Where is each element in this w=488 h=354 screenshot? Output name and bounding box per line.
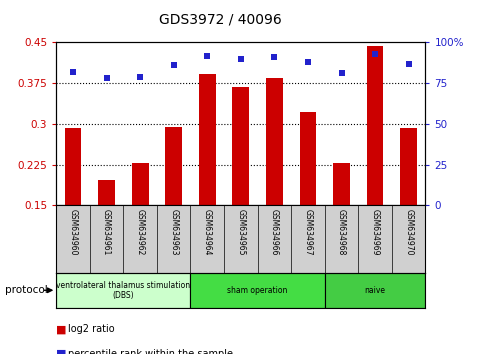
Bar bbox=[265, 78, 282, 205]
Text: GSM634968: GSM634968 bbox=[336, 209, 346, 255]
Bar bbox=[165, 127, 182, 205]
Bar bbox=[299, 112, 316, 205]
Text: GSM634964: GSM634964 bbox=[203, 209, 211, 255]
Bar bbox=[199, 74, 215, 205]
Text: GSM634960: GSM634960 bbox=[68, 209, 78, 255]
Bar bbox=[98, 180, 115, 205]
Text: GSM634970: GSM634970 bbox=[403, 209, 412, 255]
Text: GSM634969: GSM634969 bbox=[370, 209, 379, 255]
Text: GSM634963: GSM634963 bbox=[169, 209, 178, 255]
Text: ■: ■ bbox=[56, 349, 66, 354]
Text: naive: naive bbox=[364, 286, 385, 295]
Text: protocol: protocol bbox=[5, 285, 47, 295]
Bar bbox=[131, 163, 148, 205]
Text: GDS3972 / 40096: GDS3972 / 40096 bbox=[158, 12, 281, 27]
Text: GSM634962: GSM634962 bbox=[135, 209, 144, 255]
Bar bbox=[400, 128, 416, 205]
Bar bbox=[64, 128, 81, 205]
Text: GSM634967: GSM634967 bbox=[303, 209, 312, 255]
Bar bbox=[56, 273, 190, 308]
Bar bbox=[232, 87, 249, 205]
Text: GSM634965: GSM634965 bbox=[236, 209, 245, 255]
Text: log2 ratio: log2 ratio bbox=[68, 324, 115, 334]
Bar bbox=[332, 163, 349, 205]
Bar bbox=[366, 46, 383, 205]
Text: ■: ■ bbox=[56, 324, 66, 334]
Text: percentile rank within the sample: percentile rank within the sample bbox=[68, 349, 233, 354]
Text: sham operation: sham operation bbox=[227, 286, 287, 295]
Bar bbox=[324, 273, 425, 308]
Text: GSM634966: GSM634966 bbox=[269, 209, 278, 255]
Text: GSM634961: GSM634961 bbox=[102, 209, 111, 255]
Text: ventrolateral thalamus stimulation
(DBS): ventrolateral thalamus stimulation (DBS) bbox=[56, 281, 190, 300]
Bar bbox=[190, 273, 324, 308]
